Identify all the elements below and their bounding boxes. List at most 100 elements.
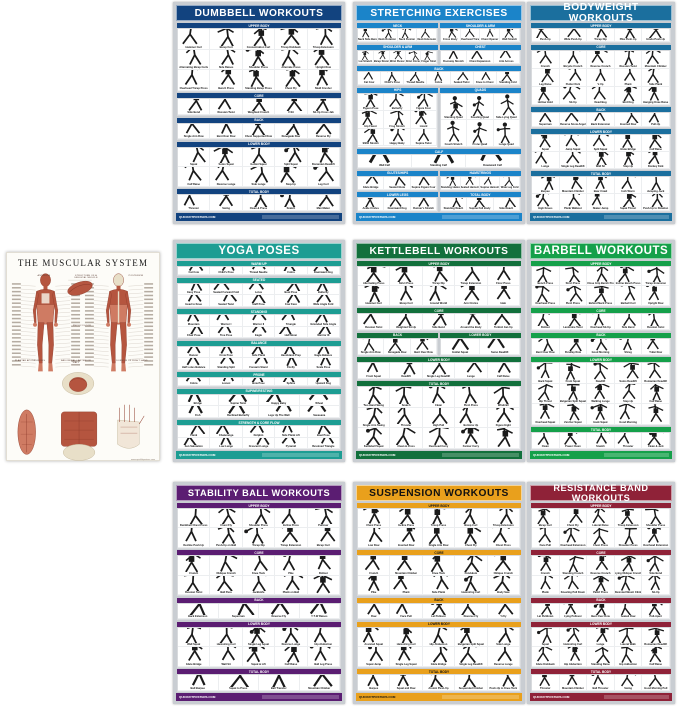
exercise-cell[interactable]: Finger Stretch	[421, 50, 438, 64]
exercise-cell[interactable]: Chest Fly	[210, 509, 243, 529]
exercise-cell[interactable]: Renegade Row	[384, 338, 411, 355]
exercise-cell[interactable]: Push-Up on Ball	[210, 528, 243, 548]
exercise-cell[interactable]: Happy Baby	[259, 394, 300, 406]
poster-url[interactable]: QUICKFITPOSTERS.COM	[179, 215, 216, 219]
exercise-cell[interactable]: Single Leg Squat	[390, 647, 423, 667]
exercise-cell[interactable]: Incline Bench Press	[614, 267, 643, 287]
exercise-cell[interactable]: Bicep Curl	[455, 509, 488, 529]
exercise-cell[interactable]: Rollout	[307, 556, 340, 576]
exercise-cell[interactable]: Downward Dog	[384, 198, 411, 211]
exercise-cell[interactable]: Mountain Climber	[299, 675, 340, 691]
exercise-cell[interactable]: Downward Calf	[466, 155, 520, 168]
exercise-cell[interactable]: Overhead Carry	[422, 428, 456, 449]
exercise-cell[interactable]: Burpee	[358, 675, 391, 691]
exercise-cell[interactable]: Upright Row	[642, 286, 670, 306]
exercise-cell[interactable]: Ankle Circles	[358, 198, 385, 211]
exercise-cell[interactable]: Landmine Twist	[559, 314, 588, 331]
exercise-cell[interactable]: Inverted Row	[390, 528, 423, 548]
exercise-cell[interactable]: Overhead Press	[532, 286, 560, 306]
exercise-cell[interactable]: Eagle	[242, 326, 276, 338]
exercise-cell[interactable]: Side Plank	[242, 346, 276, 358]
poster-bodyweight-workouts[interactable]: BODYWEIGHT WORKOUTS UPPER BODY Push-Up Wide…	[527, 2, 675, 224]
exercise-cell[interactable]: Snatch	[390, 387, 423, 408]
exercise-cell[interactable]: Hack Squat	[587, 404, 615, 425]
exercise-cell[interactable]: Incline Press	[390, 509, 423, 529]
poster-suspension-workouts[interactable]: SUSPENSION WORKOUTS UPPER BODY Chest Press…	[353, 482, 525, 704]
exercise-cell[interactable]: Warrior II	[242, 315, 276, 327]
exercise-cell[interactable]: Plank Walkout	[559, 194, 588, 211]
exercise-cell[interactable]: Cobra	[427, 72, 451, 85]
exercise-cell[interactable]: Legs Up The Wall	[259, 406, 300, 418]
exercise-cell[interactable]: Good Morning	[587, 338, 615, 355]
exercise-cell[interactable]: Tricep Dip	[242, 528, 276, 548]
exercise-cell[interactable]: Inverted Row	[614, 113, 643, 127]
poster-url[interactable]: QUICKFITPOSTERS.COM	[533, 215, 570, 219]
exercise-cell[interactable]: Squat	[532, 627, 560, 648]
exercise-cell[interactable]: Squat Jump	[358, 647, 391, 667]
exercise-cell[interactable]: Bent Over Row	[210, 123, 243, 140]
exercise-cell[interactable]: Tricep Extension	[307, 29, 340, 50]
exercise-cell[interactable]: Triangle	[275, 315, 308, 327]
exercise-cell[interactable]: Upright Row	[307, 49, 340, 71]
exercise-cell[interactable]: Bow Pose	[242, 378, 276, 386]
exercise-cell[interactable]: Single Leg Squat	[242, 627, 276, 648]
exercise-cell[interactable]: Wheel	[299, 394, 340, 406]
poster-yoga-poses[interactable]: YOGA POSES WARM UP Cat Cow Child's Pose Thre…	[173, 240, 345, 462]
poster-url[interactable]: QUICKFITPOSTERS.COM	[179, 695, 216, 699]
exercise-cell[interactable]: Turkish Get-Up	[487, 314, 520, 331]
exercise-cell[interactable]: Bear Crawl	[587, 177, 615, 195]
exercise-cell[interactable]: Side Lunge	[487, 627, 520, 648]
exercise-cell[interactable]: Chest Expansion	[467, 50, 494, 64]
exercise-cell[interactable]: Swing	[210, 195, 243, 211]
exercise-cell[interactable]: Standing Raise	[587, 647, 615, 667]
exercise-cell[interactable]: Incline Press	[275, 509, 308, 529]
exercise-cell[interactable]: Chest Opener	[480, 29, 501, 42]
exercise-cell[interactable]: Bench Press	[532, 267, 560, 287]
exercise-cell[interactable]: High Pull	[422, 407, 456, 429]
exercise-cell[interactable]: Pull-Apart	[642, 603, 670, 620]
exercise-cell[interactable]: Lateral Raise	[587, 509, 615, 529]
exercise-cell[interactable]: Oblique Crunch	[487, 556, 520, 576]
exercise-cell[interactable]: Goblet Squat	[242, 147, 276, 168]
exercise-cell[interactable]: Mountain Climber	[642, 50, 670, 69]
exercise-cell[interactable]: Chest Fly	[559, 509, 588, 529]
exercise-cell[interactable]: Pyramid	[275, 437, 308, 449]
exercise-cell[interactable]: Side Plank	[642, 68, 670, 87]
exercise-cell[interactable]: Shoulder Press	[242, 49, 276, 71]
exercise-cell[interactable]: Sphinx	[275, 378, 308, 386]
exercise-cell[interactable]: Renegade Row	[275, 123, 308, 140]
exercise-cell[interactable]: Side Reach	[493, 198, 520, 211]
exercise-cell[interactable]: Bulgarian Split Squat	[455, 627, 488, 648]
exercise-cell[interactable]: Calf Raise	[178, 167, 211, 187]
exercise-cell[interactable]: Snatch	[275, 195, 308, 211]
poster-muscular-system[interactable]: THE MUSCULAR SYSTEM ANTERIOR STRUCTURE OF …	[6, 252, 160, 461]
exercise-cell[interactable]: Neck Rotation	[377, 29, 398, 42]
exercise-cell[interactable]: Low Lunge	[210, 437, 243, 449]
exercise-cell[interactable]: Happy Baby	[384, 128, 411, 147]
exercise-cell[interactable]: Russian Twist	[358, 314, 391, 331]
exercise-cell[interactable]: Pendulum	[455, 556, 488, 576]
exercise-cell[interactable]: Sumo Deadlift	[480, 338, 520, 355]
exercise-cell[interactable]: Upward Dog	[307, 378, 340, 386]
exercise-cell[interactable]: Lunge	[532, 151, 560, 169]
exercise-cell[interactable]: Dumbbell Chest Press	[178, 509, 211, 529]
exercise-cell[interactable]: Thruster	[614, 433, 643, 449]
exercise-cell[interactable]: Alternating Press	[358, 267, 391, 287]
exercise-cell[interactable]: Neck Extension	[417, 29, 438, 42]
exercise-cell[interactable]: Prone Quad	[467, 120, 494, 147]
exercise-cell[interactable]: Two Hand Swing	[358, 387, 391, 408]
exercise-cell[interactable]: Strict Press	[559, 267, 588, 287]
exercise-cell[interactable]: Wall Sit	[587, 151, 615, 169]
exercise-cell[interactable]: Pigeon Pose	[358, 93, 385, 112]
exercise-cell[interactable]: Sumo Deadlift	[614, 363, 643, 384]
exercise-cell[interactable]: Body Saw	[487, 575, 520, 595]
exercise-cell[interactable]: Resisted Mount Climb	[614, 575, 643, 595]
exercise-cell[interactable]: Hip Thrust	[532, 383, 560, 405]
exercise-cell[interactable]: Staff Pose	[242, 295, 276, 307]
exercise-cell[interactable]: Eagle Balance	[307, 346, 340, 358]
exercise-cell[interactable]: V-Sit	[275, 99, 308, 115]
exercise-cell[interactable]: Side-Lying Quad	[493, 93, 520, 120]
exercise-cell[interactable]: Locust	[210, 378, 243, 386]
exercise-cell[interactable]: Clean & Press	[242, 195, 276, 211]
exercise-cell[interactable]: Savasana	[299, 406, 340, 418]
